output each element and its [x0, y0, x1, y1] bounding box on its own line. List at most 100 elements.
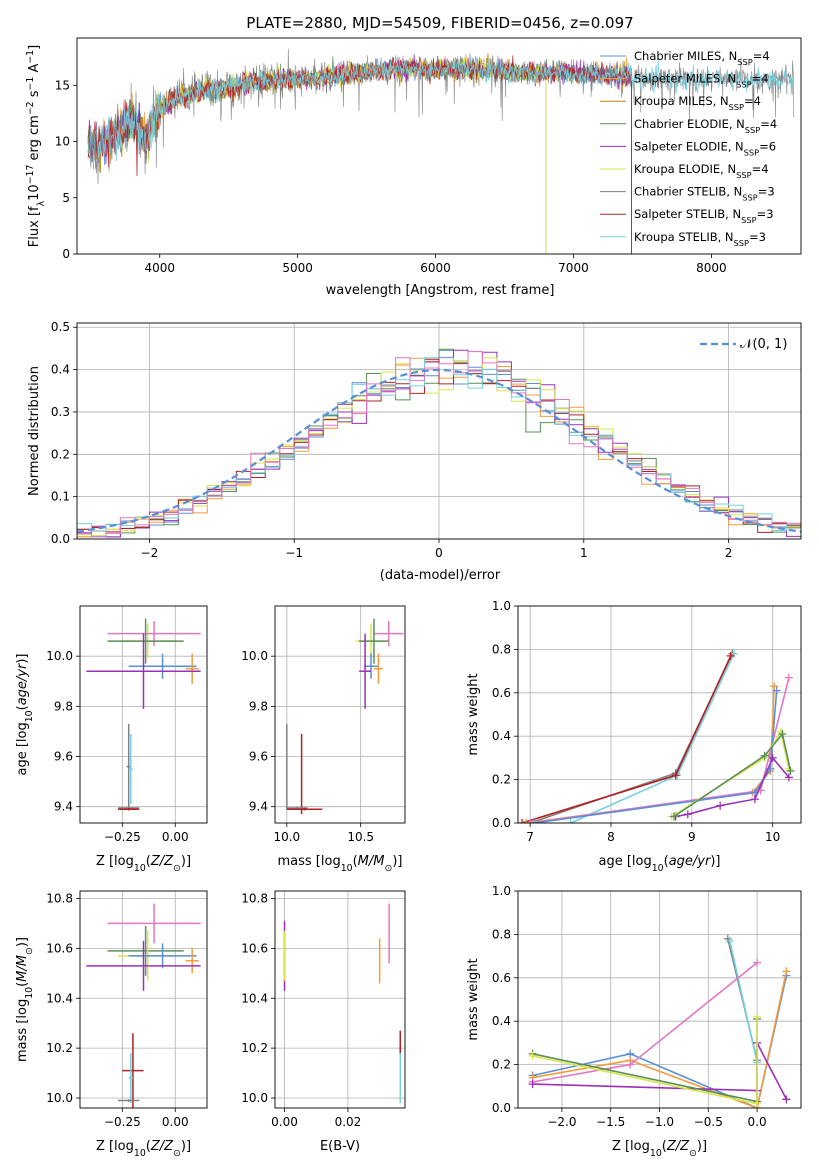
weight-line-8: [673, 732, 792, 818]
y-tick-label: 10.0: [241, 1091, 268, 1105]
y-tick-label: 9.6: [249, 750, 268, 764]
model-line-7: [87, 55, 632, 254]
age_mass-plot-area: [286, 618, 404, 815]
age_Z-plot-area: [86, 618, 201, 811]
y-tick-label: 0.0: [492, 816, 511, 830]
x-tick-label: 2: [725, 546, 733, 560]
y-tick-label: 10.8: [241, 891, 268, 905]
axes-frame: [274, 890, 406, 1109]
y-tick-label: 0.8: [492, 642, 511, 656]
x-axis-label: E(B-V): [320, 1139, 360, 1154]
weight-marker: [530, 819, 539, 823]
weight_Z-plot-area: [528, 934, 791, 1108]
histogram-4: [77, 357, 801, 536]
x-axis-label: wavelength [Angstrom, rest frame]: [326, 283, 555, 298]
weight-marker: [566, 819, 575, 823]
y-tick-label: 9.6: [54, 750, 73, 764]
weight-marker: [768, 753, 777, 762]
y-tick-label: 0.6: [492, 971, 511, 985]
x-tick-label: 9: [688, 830, 696, 844]
x-tick-label: 4000: [144, 261, 175, 275]
chart-age_Z: −0.25 0.00 9.4 9.6 9.8 10.0 Z [log10(Z/Z⊙)] age…: [15, 605, 208, 874]
weight-marker: [683, 810, 692, 819]
x-axis-label: Z [log10(Z/Z⊙)]: [96, 1139, 191, 1159]
x-tick-label: 8000: [696, 261, 727, 275]
x-tick-label: −2.0: [547, 1115, 576, 1129]
y-tick-label: 15: [55, 78, 70, 92]
axes-frame: [76, 37, 802, 255]
model-line-1: [98, 53, 632, 254]
y-tick-label: 0.4: [492, 729, 511, 743]
weight-marker: [784, 773, 793, 782]
x-tick-label: −1.0: [645, 1115, 674, 1129]
y-tick-label: 10.2: [46, 1041, 73, 1055]
legend-entry: Chabrier MILES, NSSP=4: [634, 49, 770, 67]
weight-marker: [784, 673, 793, 682]
y-tick-label: 0.2: [492, 773, 511, 787]
x-tick-label: 7000: [558, 261, 589, 275]
x-axis-label: Z [log10(Z/Z⊙)]: [96, 854, 191, 874]
y-tick-label: 10.4: [46, 991, 73, 1005]
weight-marker: [626, 1060, 635, 1069]
x-tick-label: 5000: [282, 261, 313, 275]
legend-entry: Kroupa ELODIE, NSSP=4: [634, 162, 769, 180]
y-tick-label: 9.4: [54, 800, 73, 814]
y-tick-label: 0: [62, 247, 70, 261]
x-tick-label: 10.0: [273, 830, 300, 844]
x-tick-label: −1.5: [596, 1115, 625, 1129]
x-tick-label: 0.0: [748, 1115, 767, 1129]
histogram-7: [77, 351, 801, 537]
axes-frame: [517, 890, 802, 1109]
y-tick-label: 10.2: [241, 1041, 268, 1055]
weight-marker: [782, 1095, 791, 1104]
y-tick-label: 0.6: [492, 686, 511, 700]
x-tick-label: −2: [141, 546, 159, 560]
weight-line-6: [675, 756, 790, 818]
y-axis-label: mass [log10(M/M⊙)]: [15, 937, 35, 1062]
weight-marker: [671, 771, 680, 780]
axes-frame: [76, 322, 802, 540]
weight-line-4: [529, 677, 790, 823]
weight-line-4: [532, 961, 758, 1083]
weight-marker: [778, 730, 787, 739]
weight-marker: [750, 795, 759, 804]
y-tick-label: 9.8: [249, 699, 268, 713]
x-axis-label: age [log10(age/yr)]: [598, 854, 720, 874]
mass_ebv-plot-area: [283, 903, 401, 1104]
x-tick-label: 8: [607, 830, 615, 844]
x-tick-label: −0.5: [694, 1115, 723, 1129]
y-tick-label: 0.4: [51, 363, 70, 377]
weight-marker: [772, 686, 781, 695]
x-axis-label: mass [log10(M/M⊙)]: [278, 854, 403, 874]
y-tick-label: 0.2: [51, 447, 70, 461]
weight-marker: [528, 1080, 537, 1089]
weight-line-5: [534, 690, 778, 823]
x-tick-label: 0.00: [271, 1115, 298, 1129]
y-tick-label: 10.6: [241, 941, 268, 955]
model-line-6: [87, 55, 632, 254]
model-line-3: [87, 56, 632, 254]
weight-marker: [760, 751, 769, 760]
axes-frame: [274, 605, 406, 824]
weight-line-3: [532, 971, 788, 1108]
weight-marker: [725, 936, 734, 945]
weight-marker: [753, 1099, 762, 1108]
chart-mass_ebv: 0.00 0.02 10.0 10.2 10.4 10.6 10.8 E(B-V): [241, 890, 406, 1154]
x-axis-label: (data-model)/error: [380, 568, 501, 583]
legend-entry: Salpeter ELODIE, NSSP=6: [634, 139, 776, 157]
chart-weight_age: 7 8 9 10 0.0 0.2 0.4 0.6 0.8 1.0 age [log10(age/yr…: [466, 599, 802, 874]
y-tick-label: 9.8: [54, 699, 73, 713]
weight-marker: [782, 967, 791, 976]
weight-marker: [522, 819, 531, 823]
weight-marker: [518, 819, 527, 823]
weight-marker: [753, 958, 762, 967]
mass_Z-plot-area: [86, 903, 201, 1108]
y-tick-label: 10.0: [46, 1091, 73, 1105]
x-axis-label: Z [log10(Z/Z⊙)]: [612, 1139, 707, 1159]
model-line-8: [87, 55, 795, 166]
y-tick-label: 0.1: [51, 490, 70, 504]
y-tick-label: 0.8: [492, 927, 511, 941]
weight-marker: [786, 766, 795, 775]
